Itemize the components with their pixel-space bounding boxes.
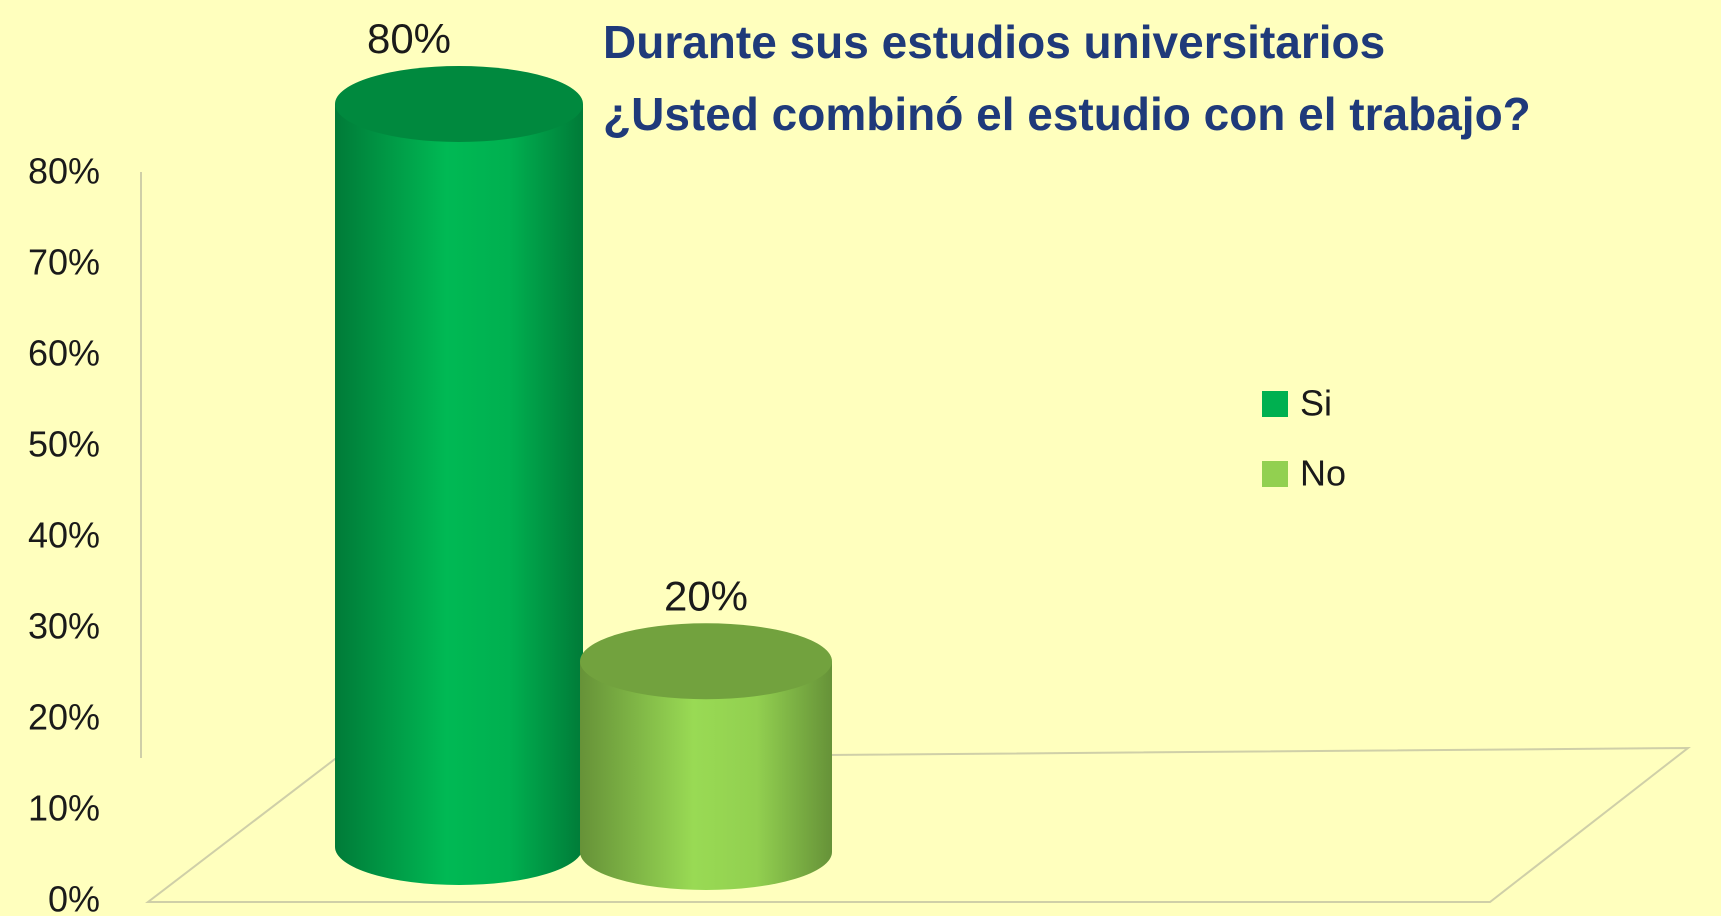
legend-swatch — [1262, 391, 1288, 417]
y-tick-label: 10% — [28, 788, 100, 829]
chart-title-line: ¿Usted combinó el estudio con el trabajo… — [603, 88, 1531, 140]
cylinder-top — [335, 66, 583, 142]
legend-swatch — [1262, 461, 1288, 487]
cylinder-body — [335, 104, 583, 885]
cylinder — [335, 66, 583, 885]
legend-label: Si — [1300, 383, 1332, 424]
y-tick-label: 40% — [28, 515, 100, 556]
cylinder-top — [580, 623, 832, 700]
floor — [145, 746, 1691, 903]
y-tick-label: 0% — [48, 879, 100, 916]
y-tick-label: 50% — [28, 424, 100, 465]
y-tick-label: 80% — [28, 151, 100, 192]
y-tick-label: 70% — [28, 242, 100, 283]
y-tick-label: 30% — [28, 606, 100, 647]
value-label: 20% — [664, 572, 748, 619]
chart-title-line: Durante sus estudios universitarios — [603, 16, 1385, 68]
cylinder-body — [580, 661, 832, 890]
y-tick-label: 60% — [28, 333, 100, 374]
legend-label: No — [1300, 453, 1346, 494]
value-label: 80% — [367, 15, 451, 62]
y-tick-label: 20% — [28, 697, 100, 738]
cylinder — [580, 623, 832, 890]
